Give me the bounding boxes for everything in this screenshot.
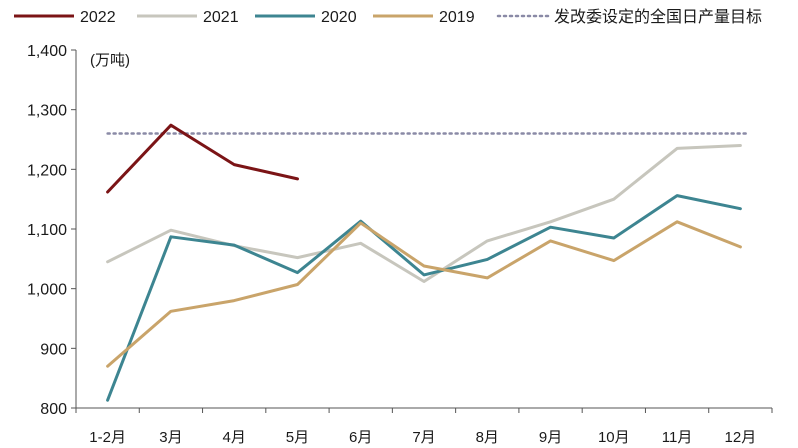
x-tick-label: 9月: [539, 429, 562, 446]
unit-label: (万吨): [90, 52, 130, 69]
series-line-2021: [106, 144, 742, 283]
y-tick-label: 800: [40, 401, 67, 418]
y-tick-label: 1,400: [27, 43, 67, 60]
x-tick-label: 4月: [223, 429, 246, 446]
x-tick-label: 3月: [159, 429, 182, 446]
y-tick-label: 1,000: [27, 282, 67, 299]
series-line-2019: [106, 220, 742, 368]
axes: 800 900 1,000 1,100 1,200 1,300 1,400 1-2月 3月 4月 5…: [27, 43, 773, 446]
series-line-2022: [106, 123, 299, 194]
x-tick-label: 10月: [598, 429, 630, 446]
legend: 2022 2021 2020 2019 发改委设定的全国日产量目标: [14, 8, 762, 26]
x-tick-label: 7月: [412, 429, 435, 446]
legend-label-2021: 2021: [203, 9, 239, 26]
x-tick-label: 6月: [349, 429, 372, 446]
x-tick-label: 1-2月: [89, 429, 126, 446]
y-tick-label: 1,100: [27, 222, 67, 239]
plot-area: [106, 123, 748, 402]
y-tick-label: 1,300: [27, 103, 67, 120]
x-tick-label: 8月: [476, 429, 499, 446]
legend-label-target: 发改委设定的全国日产量目标: [554, 8, 762, 26]
x-tick-label: 5月: [286, 429, 309, 446]
x-tick-label: 11月: [662, 429, 693, 446]
x-tick-label: 12月: [725, 429, 757, 446]
series-line-2020: [106, 194, 742, 402]
y-tick-label: 1,200: [27, 162, 67, 179]
y-tick-label: 900: [40, 341, 67, 358]
legend-label-2022: 2022: [80, 9, 116, 26]
legend-label-2020: 2020: [321, 9, 357, 26]
legend-label-2019: 2019: [439, 9, 475, 26]
